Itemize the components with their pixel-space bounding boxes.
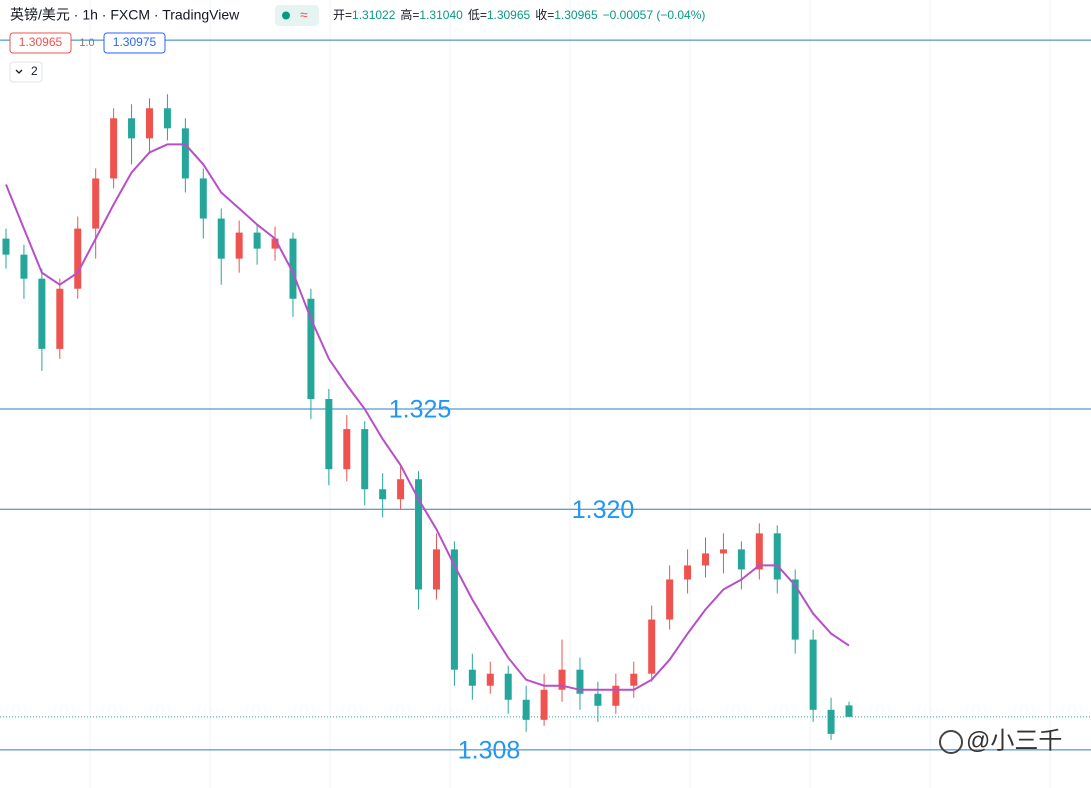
candle-body [468, 669, 476, 686]
candle-body [576, 669, 584, 694]
candle-body [199, 178, 207, 219]
candle-body [702, 553, 710, 566]
status-dot [282, 11, 290, 20]
buy-box[interactable] [103, 32, 166, 54]
candle-body [92, 178, 100, 229]
level-label: 1.308 [458, 737, 521, 765]
candle-body [755, 533, 763, 570]
sell-box[interactable] [9, 32, 72, 54]
candle-body [540, 689, 548, 720]
candle-body [666, 579, 674, 620]
candle-body [415, 479, 423, 590]
status-badge[interactable] [275, 5, 319, 26]
candle-body [612, 685, 620, 706]
spread: 1.0 [79, 37, 94, 49]
candle-body [397, 479, 405, 500]
ohlc-value: 1.31022 [352, 8, 396, 22]
candle-body [74, 228, 82, 289]
candle-body [504, 673, 512, 700]
ohlc-label: 低= [468, 8, 487, 22]
watermark: @小三千 [966, 727, 1062, 754]
candle-body [163, 108, 171, 129]
level-label: 1.325 [389, 396, 452, 424]
ohlc-value: 1.31040 [419, 8, 463, 22]
moving-average [5, 143, 850, 691]
candle-body [181, 128, 189, 179]
candle-body [271, 238, 279, 249]
ohlc-value: 1.30965 [554, 8, 598, 22]
candle-body [522, 699, 530, 720]
candle-body [289, 238, 297, 299]
candle-body [20, 254, 28, 279]
ohlc-label: 开= [333, 8, 352, 22]
candle-body [684, 565, 692, 580]
candle-body [845, 705, 853, 717]
badge-symbol: ≈ [300, 7, 308, 23]
candle-body [2, 238, 10, 255]
candle-body [343, 429, 351, 470]
candle-body [128, 118, 136, 139]
vertical-grid [89, 0, 1051, 788]
level-label: 1.320 [572, 496, 635, 524]
symbol-title: 英镑/美元 · 1h · FXCM · TradingView [10, 7, 240, 23]
ohlc-label: 高= [400, 7, 419, 22]
candle-body [379, 489, 387, 500]
ohlc-value: 1.30965 [487, 8, 531, 22]
candle-body [217, 218, 225, 259]
change: −0.00057 (−0.04%) [603, 8, 706, 22]
candle-body [145, 108, 153, 139]
candle-body [594, 693, 602, 706]
candle-body [432, 549, 440, 590]
ohlc-text: 开=1.31022 高=1.31040 低=1.30965 收=1.30965 −0.0… [333, 7, 705, 22]
plot: 1.325 1.320 1.308 [0, 39, 1091, 765]
candle-body [486, 673, 494, 686]
candle-body [253, 232, 261, 249]
candle-body [558, 669, 566, 690]
candle-body [827, 709, 835, 734]
chevron [15, 69, 23, 74]
candle-body [737, 549, 745, 570]
candle-body [325, 399, 333, 470]
ohlc-label: 收= [535, 8, 554, 22]
candle-body [809, 639, 817, 710]
candle-body [361, 429, 369, 490]
candle-body [450, 549, 458, 670]
buy-price: 1.30975 [113, 35, 157, 49]
candle-body [791, 579, 799, 640]
candle-body [307, 298, 315, 400]
candle-body [648, 619, 656, 674]
candle-body [38, 278, 46, 349]
ohlc-legend: 开=1.31022 高=1.31040 低=1.30965 收=1.30965 −0.0… [333, 7, 705, 22]
indicator-count: 2 [31, 64, 38, 78]
candle-body [235, 232, 243, 259]
watermark-icon [939, 730, 963, 754]
candle-body [719, 549, 727, 554]
candle-body [110, 118, 118, 179]
candle-body [56, 288, 64, 349]
candle-body [773, 533, 781, 580]
indicator-toggle[interactable] [9, 61, 43, 83]
sell-price: 1.30965 [19, 35, 63, 49]
candle-body [630, 673, 638, 686]
